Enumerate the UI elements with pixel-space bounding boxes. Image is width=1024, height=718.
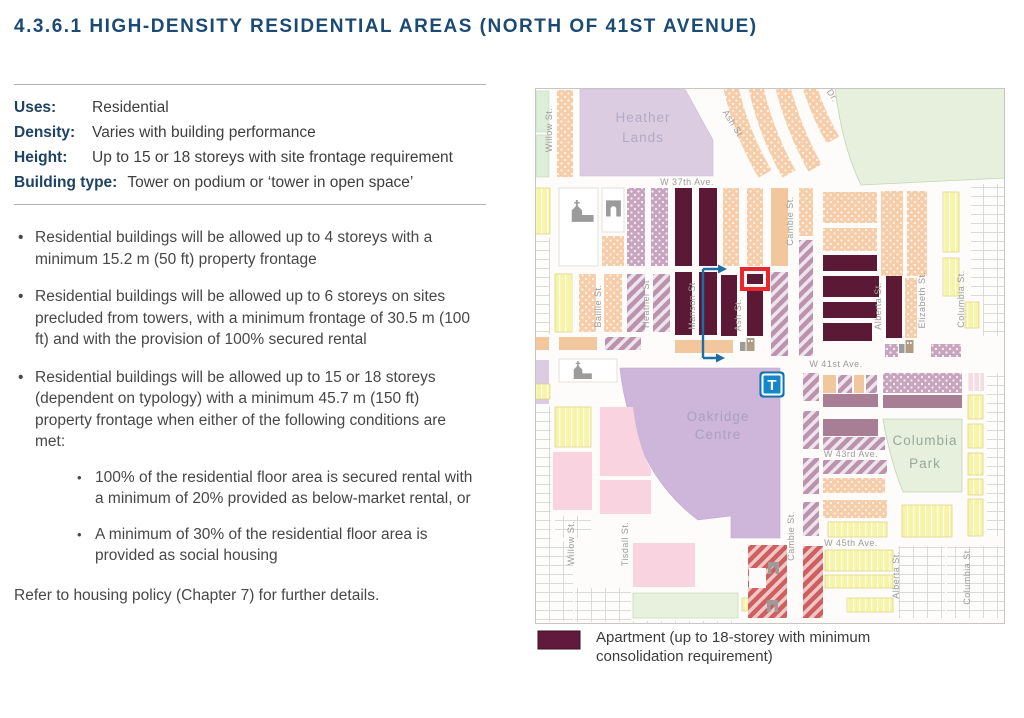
legend-label: Apartment (up to 18-storey with minimum …	[596, 629, 871, 665]
street-label-willow-n: Willow St.	[544, 108, 554, 153]
street-label-columbia-s: Columbia St.	[962, 547, 972, 605]
street-label-ash: Ash St.	[733, 299, 743, 332]
area-label-oakridge-2: Centre	[695, 427, 742, 442]
info-value: Varies with building performance	[92, 124, 316, 141]
policy-sub-bullet-list: 100% of the residential floor area is se…	[35, 467, 472, 567]
info-value: Tower on podium or ‘tower in open space’	[127, 174, 414, 191]
street-label-cambie-n: Cambie St.	[785, 196, 795, 246]
area-label-heather-1: Heather	[615, 110, 670, 125]
transit-label: T	[767, 377, 776, 394]
street-label-w37: W 37th Ave.	[660, 177, 714, 187]
zoning-map-svg: T Heather Lands Oakridge Centre Columbia…	[534, 85, 1006, 624]
reference-note: Refer to housing policy (Chapter 7) for …	[14, 586, 380, 604]
street-label-manson: Manson St	[687, 282, 697, 330]
zoning-map: T Heather Lands Oakridge Centre Columbia…	[534, 85, 1006, 624]
park-area-north	[834, 87, 1006, 186]
street-label-elizabeth: Elizabeth St.	[917, 271, 927, 328]
info-row-height: Height: Up to 15 or 18 storeys with site…	[14, 145, 486, 170]
street-label-w43: W 43rd Ave.	[824, 449, 878, 459]
info-row-uses: Uses: Residential	[14, 95, 486, 120]
sub-bullet-item: A minimum of 30% of the residential floo…	[75, 524, 483, 567]
street-label-willow-s: Willow St.	[566, 521, 576, 566]
transit-station-icon: T	[759, 371, 785, 398]
street-label-cambie-s: Cambie St.	[786, 511, 796, 561]
bullet-text: Residential buildings will be allowed up…	[35, 368, 446, 451]
info-label: Building type:	[14, 174, 118, 191]
info-value: Up to 15 or 18 storeys with site frontag…	[92, 149, 453, 166]
columbia-park-area	[882, 418, 963, 493]
street-label-w45: W 45th Ave.	[824, 538, 878, 548]
info-row-building-type: Building type: Tower on podium or ‘tower…	[14, 170, 486, 195]
info-label: Height:	[14, 149, 68, 166]
bullet-item: Residential buildings will be allowed up…	[14, 367, 472, 567]
sub-bullet-text: A minimum of 30% of the residential floo…	[95, 525, 428, 565]
area-label-oakridge-1: Oakridge	[687, 409, 750, 424]
sub-bullet-text: 100% of the residential floor area is se…	[95, 468, 473, 508]
green-strip	[632, 592, 739, 619]
legend-swatch-rect	[537, 630, 581, 650]
mid-divider	[14, 204, 486, 205]
legend-swatch	[537, 630, 581, 650]
extent-arrow	[701, 264, 727, 363]
map-legend: Apartment (up to 18-storey with minimum …	[537, 628, 952, 666]
street-label-baillie: Baillie St.	[593, 284, 603, 327]
bullet-item: Residential buildings will be allowed up…	[14, 227, 472, 270]
info-table: Uses: Residential Density: Varies with b…	[14, 85, 486, 204]
info-label: Uses:	[14, 99, 57, 116]
bullet-text: Residential buildings will be allowed up…	[35, 229, 433, 268]
street-label-w41: W 41st Ave.	[809, 359, 862, 369]
sub-bullet-item: 100% of the residential floor area is se…	[75, 467, 483, 510]
highlight-box	[740, 267, 770, 291]
info-value: Residential	[92, 99, 169, 116]
info-row-density: Density: Varies with building performanc…	[14, 120, 486, 145]
area-label-columbia-2: Park	[909, 456, 941, 471]
area-label-heather-2: Lands	[622, 130, 664, 145]
street-label-columbia-n: Columbia St.	[956, 270, 966, 328]
street-label-heather: Heather St	[641, 280, 651, 328]
street-label-tisdall: Tisdall St.	[620, 522, 630, 567]
text-column: Uses: Residential Density: Varies with b…	[14, 84, 486, 605]
bullet-item: Residential buildings will be allowed up…	[14, 286, 472, 351]
map-parcels	[534, 85, 1006, 624]
area-label-columbia-1: Columbia	[892, 433, 957, 448]
apartment-blocks	[675, 188, 902, 341]
map-border	[535, 88, 1005, 624]
top-divider	[14, 84, 486, 85]
page-title: 4.3.6.1 HIGH-DENSITY RESIDENTIAL AREAS (…	[14, 16, 758, 37]
info-label: Density:	[14, 124, 76, 141]
street-label-alberta-n: Alberta St.	[873, 282, 883, 330]
oakridge-centre-area	[619, 367, 781, 539]
bullet-text: Residential buildings will be allowed up…	[35, 288, 471, 348]
policy-bullet-list: Residential buildings will be allowed up…	[14, 227, 486, 567]
street-label-alberta-s: Alberta St.	[891, 551, 901, 599]
